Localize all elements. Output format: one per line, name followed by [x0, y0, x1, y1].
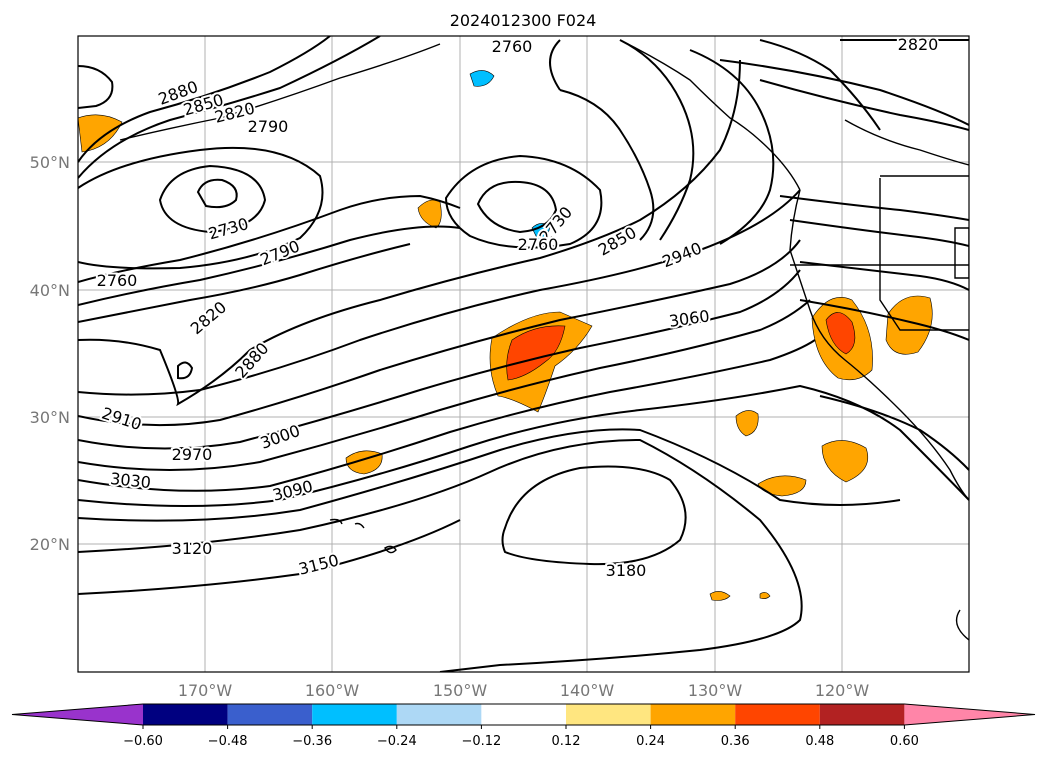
lon-label: 150°W [433, 681, 488, 700]
colorbar-segment [735, 704, 820, 725]
colorbar-segment [481, 704, 566, 725]
colorbar-extend-low [12, 704, 143, 725]
colorbar-segment [566, 704, 651, 725]
colorbar-tick-label: 0.36 [721, 734, 750, 749]
colorbar-tick-label: 0.12 [552, 734, 581, 749]
contour-label: 2970 [172, 445, 213, 464]
contour-label: 2790 [248, 117, 289, 136]
colorbar-tick-label: −0.12 [461, 734, 501, 749]
lat-label: 40°N [30, 281, 70, 300]
contour-label: 3120 [172, 539, 213, 558]
colorbar-tick-label: −0.48 [208, 734, 248, 749]
colorbar-segment [143, 704, 228, 725]
lon-label: 160°W [305, 681, 360, 700]
map-panel: 2760 2820 2880 2850 2820 2790 2730 2790 … [78, 35, 969, 672]
colorbar-tick-label: −0.60 [123, 734, 163, 749]
lon-label: 170°W [178, 681, 233, 700]
colorbar-extend-high [904, 704, 1035, 725]
contour-label: 2760 [492, 37, 533, 56]
lat-label: 50°N [30, 153, 70, 172]
lat-label: 20°N [30, 535, 70, 554]
colorbar-segment [650, 704, 736, 725]
contour-label: 3180 [606, 561, 647, 580]
lon-label: 130°W [688, 681, 743, 700]
contour-label: 2820 [898, 35, 939, 54]
map-frame [77, 35, 970, 673]
lon-label: 140°W [560, 681, 615, 700]
colorbar-segment [819, 704, 905, 725]
colorbar-tick-label: 0.24 [636, 734, 665, 749]
colorbar: −0.60 −0.48 −0.36 −0.24 −0.12 0.12 0.24 0.36 0.4… [11, 703, 1036, 749]
anomaly-shading [78, 70, 933, 601]
lat-label: 30°N [30, 408, 70, 427]
lon-labels: 170°W 160°W 150°W 140°W 130°W 120°W [178, 681, 870, 700]
contour-label: 2760 [518, 235, 559, 254]
colorbar-tick-label: 0.60 [890, 734, 919, 749]
lon-label: 120°W [815, 681, 870, 700]
colorbar-tick-label: 0.48 [805, 734, 834, 749]
colorbar-segment [396, 704, 482, 725]
map-title: 2024012300 F024 [450, 11, 597, 30]
height-contours [78, 36, 969, 672]
colorbar-segment [312, 704, 397, 725]
colorbar-segment [227, 704, 313, 725]
contour-label: 2760 [97, 271, 138, 290]
lat-labels: 50°N 40°N 30°N 20°N [30, 153, 70, 554]
colorbar-tick-label: −0.24 [377, 734, 417, 749]
shade-west-edge [78, 114, 123, 153]
colorbar-tick-label: −0.36 [292, 734, 332, 749]
